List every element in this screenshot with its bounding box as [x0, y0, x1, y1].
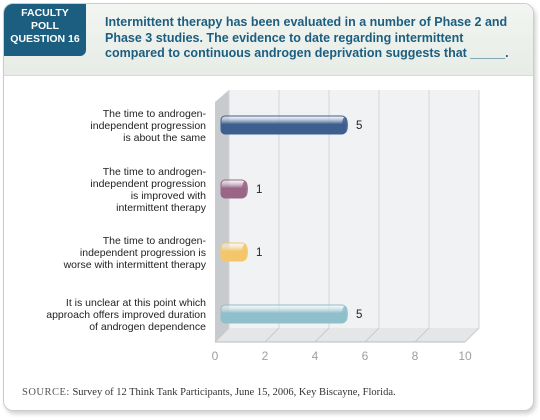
faculty-poll-badge: FACULTY POLL QUESTION 16: [4, 4, 86, 56]
x-tick-label: 6: [362, 349, 369, 363]
chart-floor: [215, 328, 479, 342]
badge-line-3: QUESTION 16: [10, 33, 80, 45]
badge-line-1: FACULTY: [21, 7, 69, 19]
x-tick-label: 10: [458, 349, 472, 363]
x-tick-label: 4: [312, 349, 319, 363]
gridline-floor: [214, 327, 230, 343]
gridline-floor: [464, 327, 480, 343]
gridline-floor: [314, 327, 330, 343]
bar-value-label: 1: [256, 247, 262, 259]
category-label: The time to androgen-independent progres…: [90, 108, 206, 144]
source-label: SOURCE:: [22, 387, 70, 398]
gridline-floor: [414, 327, 430, 343]
bar-end-cap: [242, 244, 248, 260]
poll-header: FACULTY POLL QUESTION 16 Intermittent th…: [4, 4, 533, 76]
bar-end-cap: [342, 117, 348, 133]
bar-value-label: 1: [256, 184, 262, 196]
x-tick-label: 2: [262, 349, 269, 363]
badge-line-2: POLL: [31, 20, 59, 32]
bar-end-cap: [242, 181, 248, 197]
source-note: SOURCE: Survey of 12 Think Tank Particip…: [22, 387, 396, 398]
bar: [220, 115, 347, 135]
category-label: The time to androgen-independent progres…: [90, 166, 206, 214]
x-tick-label: 8: [412, 349, 419, 363]
chart-left-wall: [215, 90, 229, 342]
bar-value-label: 5: [356, 309, 362, 321]
bar-value-label: 5: [356, 120, 362, 132]
category-label: The time to androgen-independent progres…: [63, 235, 207, 271]
source-text: Survey of 12 Think Tank Participants, Ju…: [72, 387, 396, 398]
bar: [220, 304, 347, 324]
x-tick-label: 0: [212, 349, 219, 363]
gridline-floor: [364, 327, 380, 343]
gridline-floor: [264, 327, 280, 343]
bar-end-cap: [342, 306, 348, 322]
poll-question: Intermittent therapy has been evaluated …: [105, 15, 509, 60]
category-label: It is unclear at this point which approac…: [46, 297, 206, 333]
chart-plot-area: [215, 90, 479, 342]
